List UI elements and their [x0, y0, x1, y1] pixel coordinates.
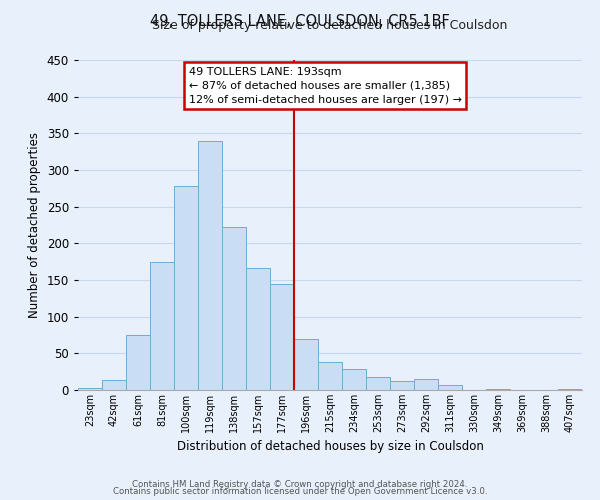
Title: Size of property relative to detached houses in Coulsdon: Size of property relative to detached ho… — [152, 20, 508, 32]
Bar — [366, 377, 390, 390]
Bar — [558, 388, 582, 390]
Bar — [198, 140, 222, 390]
Bar — [174, 186, 198, 390]
Bar — [78, 388, 102, 390]
Bar — [102, 380, 126, 390]
Text: Contains public sector information licensed under the Open Government Licence v3: Contains public sector information licen… — [113, 487, 487, 496]
Bar — [438, 385, 462, 390]
Bar — [246, 268, 270, 390]
Bar — [294, 338, 318, 390]
Text: 49, TOLLERS LANE, COULSDON, CR5 1BF: 49, TOLLERS LANE, COULSDON, CR5 1BF — [150, 14, 450, 29]
Y-axis label: Number of detached properties: Number of detached properties — [28, 132, 41, 318]
Bar — [318, 362, 342, 390]
Bar — [342, 370, 366, 390]
Bar — [414, 379, 438, 390]
Text: 49 TOLLERS LANE: 193sqm
← 87% of detached houses are smaller (1,385)
12% of semi: 49 TOLLERS LANE: 193sqm ← 87% of detache… — [189, 66, 462, 104]
Bar — [270, 284, 294, 390]
Bar — [486, 388, 510, 390]
Bar — [126, 335, 150, 390]
Bar — [390, 381, 414, 390]
Bar — [222, 227, 246, 390]
X-axis label: Distribution of detached houses by size in Coulsdon: Distribution of detached houses by size … — [176, 440, 484, 454]
Text: Contains HM Land Registry data © Crown copyright and database right 2024.: Contains HM Land Registry data © Crown c… — [132, 480, 468, 489]
Bar — [150, 262, 174, 390]
